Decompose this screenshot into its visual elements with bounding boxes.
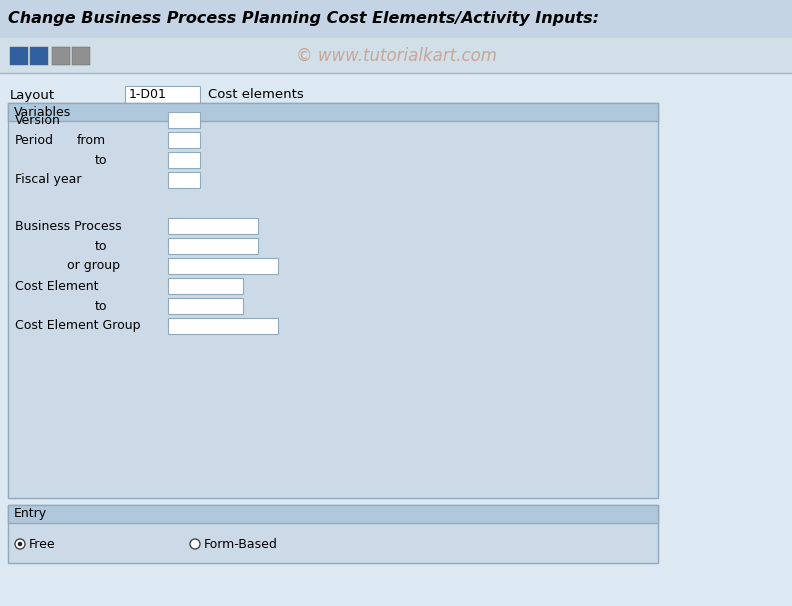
Bar — [168, 238, 258, 254]
Bar — [30, 47, 48, 64]
Bar — [0, 0, 792, 38]
Text: Entry: Entry — [14, 507, 48, 521]
Text: to: to — [95, 239, 108, 253]
Text: Layout: Layout — [10, 88, 55, 101]
Bar — [8, 103, 658, 498]
Text: from: from — [77, 133, 106, 147]
Bar — [8, 505, 658, 523]
Bar — [168, 172, 200, 188]
Text: 1-D01: 1-D01 — [129, 88, 167, 101]
Bar — [168, 298, 243, 314]
Bar — [168, 218, 258, 234]
Text: to: to — [95, 153, 108, 167]
Circle shape — [15, 539, 25, 549]
Text: to: to — [95, 299, 108, 313]
Text: Free: Free — [29, 538, 55, 550]
Bar — [72, 47, 90, 64]
Bar — [10, 47, 28, 64]
Text: Cost Element Group: Cost Element Group — [15, 319, 140, 333]
Bar — [168, 112, 200, 128]
Circle shape — [190, 539, 200, 549]
Bar — [52, 47, 70, 64]
Bar — [8, 103, 658, 121]
Text: Fiscal year: Fiscal year — [15, 173, 82, 187]
Text: Version: Version — [15, 113, 61, 127]
Bar — [168, 318, 278, 334]
Text: Change Business Process Planning Cost Elements/Activity Inputs:: Change Business Process Planning Cost El… — [8, 12, 599, 27]
Bar — [168, 152, 200, 168]
Text: Form-Based: Form-Based — [204, 538, 278, 550]
Text: Variables: Variables — [14, 105, 71, 119]
Text: Cost elements: Cost elements — [208, 88, 304, 101]
Bar — [125, 86, 200, 104]
Bar — [168, 258, 278, 274]
Bar — [0, 38, 792, 73]
Text: or group: or group — [67, 259, 120, 273]
Circle shape — [17, 542, 22, 546]
Text: © www.tutorialkart.com: © www.tutorialkart.com — [295, 47, 497, 64]
Bar — [168, 278, 243, 294]
Text: Cost Element: Cost Element — [15, 279, 98, 293]
Text: Business Process: Business Process — [15, 219, 122, 233]
Bar — [168, 132, 200, 148]
Bar — [8, 505, 658, 563]
Text: Period: Period — [15, 133, 54, 147]
